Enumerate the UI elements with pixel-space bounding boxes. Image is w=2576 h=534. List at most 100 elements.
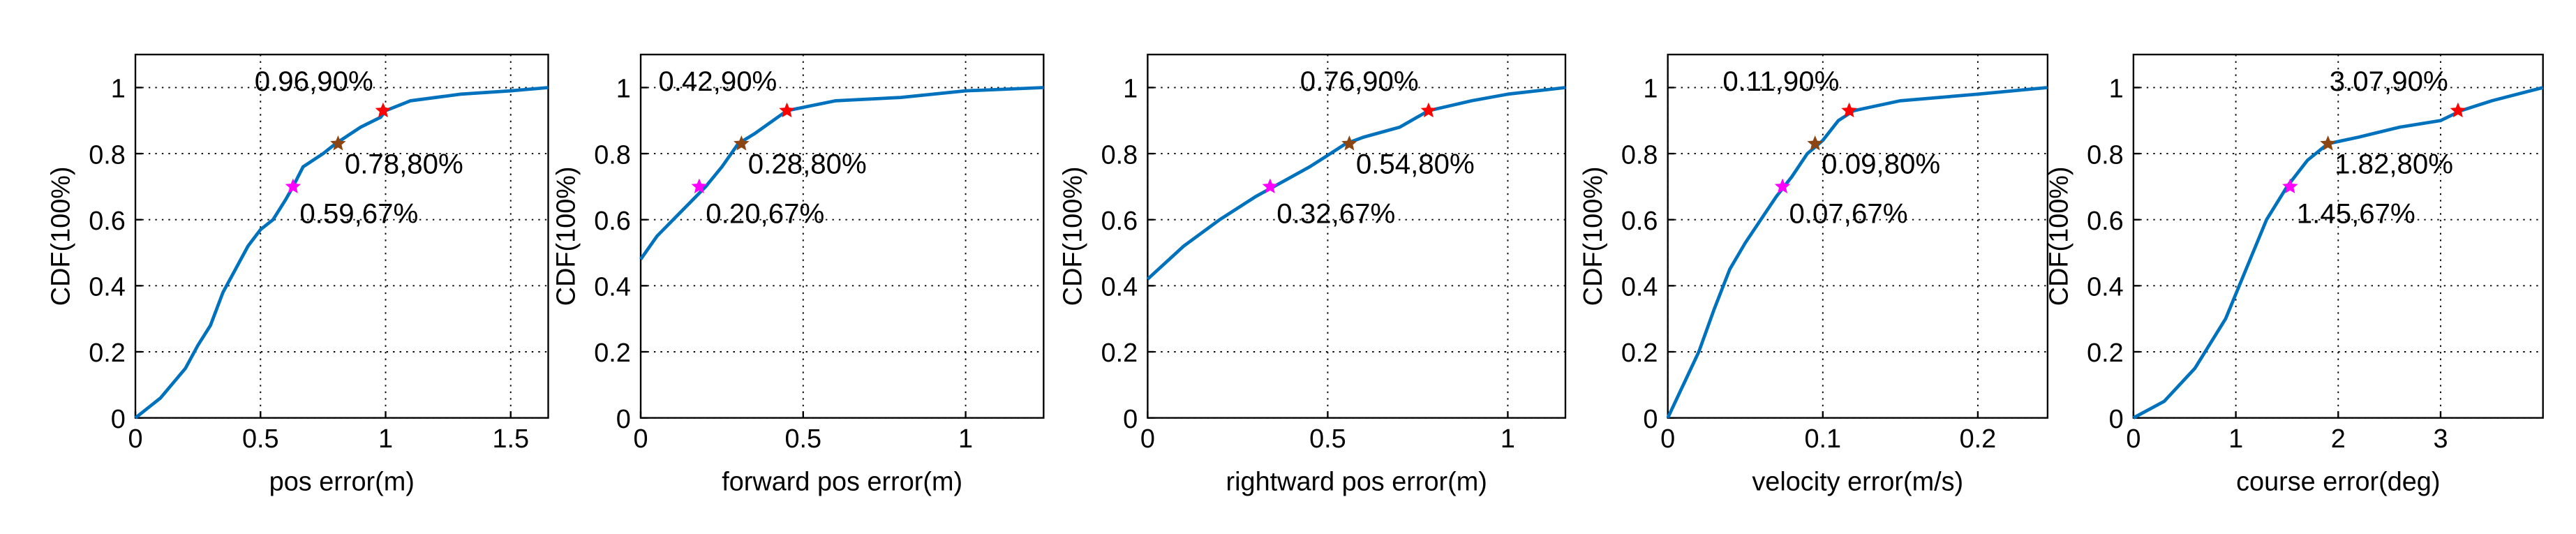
- y-axis-label: CDF(100%): [551, 166, 581, 306]
- y-tick-label: 0.6: [1101, 207, 1138, 236]
- x-axis-label: pos error(m): [269, 468, 415, 497]
- marker-star: [2282, 178, 2298, 193]
- x-tick-label: 2: [2331, 424, 2346, 454]
- y-tick-label: 1: [1643, 75, 1658, 104]
- y-tick-label: 1: [2109, 75, 2124, 104]
- x-tick-label: 1: [958, 424, 973, 454]
- x-tick-label: 0: [128, 424, 142, 454]
- y-tick-label: 0.4: [1101, 273, 1138, 302]
- cdf-line: [639, 86, 1044, 260]
- y-tick-label: 0.2: [2087, 339, 2124, 368]
- y-tick-label: 0: [2109, 405, 2124, 434]
- x-axis-label: velocity error(m/s): [1752, 468, 1963, 497]
- annotation: 0.32,67%: [1276, 198, 1395, 229]
- marker-star: [691, 178, 708, 193]
- y-tick-label: 0: [1643, 405, 1658, 434]
- y-axis-label: CDF(100%): [46, 166, 75, 306]
- y-tick-label: 0: [616, 405, 631, 434]
- marker-star: [734, 135, 750, 151]
- marker-star: [1341, 135, 1357, 151]
- y-tick-label: 1: [1123, 75, 1138, 104]
- x-tick-label: 0: [633, 424, 648, 454]
- x-tick-label: 0.5: [784, 424, 821, 454]
- annotation: 0.78,80%: [345, 148, 463, 179]
- y-axis-label: CDF(100%): [2044, 166, 2074, 306]
- annotation: 1.45,67%: [2297, 198, 2415, 229]
- annotation: 0.76,90%: [1300, 66, 1419, 97]
- axes-box: [134, 53, 549, 419]
- x-tick-label: 0: [2126, 424, 2141, 454]
- x-tick-label: 3: [2433, 424, 2448, 454]
- annotation: 0.54,80%: [1356, 148, 1475, 179]
- annotation: 0.09,80%: [1822, 148, 1940, 179]
- y-tick-label: 0.6: [1621, 207, 1658, 236]
- y-tick-label: 0.4: [1621, 273, 1658, 302]
- marker-star: [2450, 102, 2466, 118]
- marker-star: [1774, 178, 1791, 193]
- y-tick-label: 0.8: [594, 140, 631, 170]
- x-tick-label: 1: [1501, 424, 1515, 454]
- cdf-line: [134, 86, 549, 420]
- annotation: 3.07,90%: [2330, 66, 2448, 97]
- axes-box: [2132, 53, 2544, 419]
- y-tick-label: 0.8: [89, 140, 126, 170]
- y-tick-label: 0.6: [89, 207, 126, 236]
- y-tick-label: 0.2: [89, 339, 126, 368]
- x-tick-label: 0: [1140, 424, 1155, 454]
- y-tick-label: 0.6: [594, 207, 631, 236]
- y-tick-label: 0.4: [594, 273, 631, 302]
- marker-star: [375, 102, 392, 118]
- annotation: 1.82,80%: [2335, 148, 2453, 179]
- y-axis-label: CDF(100%): [1059, 166, 1088, 306]
- y-tick-label: 0.2: [1621, 339, 1658, 368]
- x-tick-label: 0.1: [1804, 424, 1841, 454]
- x-tick-label: 0.5: [242, 424, 279, 454]
- annotation: 0.59,67%: [299, 198, 418, 229]
- marker-star: [1420, 102, 1437, 118]
- y-tick-label: 0.6: [2087, 207, 2124, 236]
- y-tick-label: 0.4: [89, 273, 126, 302]
- y-tick-label: 0.8: [1621, 140, 1658, 170]
- annotation: 0.42,90%: [658, 66, 777, 97]
- y-tick-label: 1: [616, 75, 631, 104]
- x-axis-label: rightward pos error(m): [1226, 468, 1487, 497]
- marker-star: [1841, 102, 1857, 118]
- marker-star: [2320, 135, 2336, 151]
- axes-box: [1147, 53, 1567, 419]
- axes-box: [1667, 53, 2049, 419]
- x-axis-label: forward pos error(m): [722, 468, 962, 497]
- x-tick-label: 0.5: [1309, 424, 1346, 454]
- annotation: 0.11,90%: [1722, 66, 1839, 97]
- y-tick-label: 0.8: [1101, 140, 1138, 170]
- plot-area: [1147, 54, 1565, 418]
- marker-star: [779, 102, 795, 118]
- annotation: 0.20,67%: [706, 198, 824, 229]
- marker-star: [285, 178, 301, 193]
- marker-star: [1807, 135, 1823, 151]
- y-tick-label: 0: [1123, 405, 1138, 434]
- x-tick-label: 0.2: [1960, 424, 1997, 454]
- y-axis-label: CDF(100%): [1579, 166, 1608, 306]
- y-tick-label: 0.2: [1101, 339, 1138, 368]
- plot-area: [641, 54, 1044, 418]
- x-tick-label: 1.5: [492, 424, 529, 454]
- y-tick-label: 0.4: [2087, 273, 2124, 302]
- plot-area: [1667, 54, 2048, 418]
- annotation: 0.07,67%: [1789, 198, 1908, 229]
- marker-star: [330, 135, 346, 151]
- annotation: 0.96,90%: [255, 66, 373, 97]
- x-tick-label: 1: [2228, 424, 2243, 454]
- y-tick-label: 1: [111, 75, 126, 104]
- marker-star: [1262, 178, 1279, 193]
- x-axis-label: course error(deg): [2236, 468, 2440, 497]
- annotation: 0.28,80%: [748, 148, 867, 179]
- x-tick-label: 0: [1660, 424, 1675, 454]
- plot-area: [135, 54, 549, 418]
- y-tick-label: 0: [111, 405, 126, 434]
- axes-box: [639, 53, 1045, 419]
- y-tick-label: 0.8: [2087, 140, 2124, 170]
- x-tick-label: 1: [378, 424, 393, 454]
- y-tick-label: 0.2: [594, 339, 631, 368]
